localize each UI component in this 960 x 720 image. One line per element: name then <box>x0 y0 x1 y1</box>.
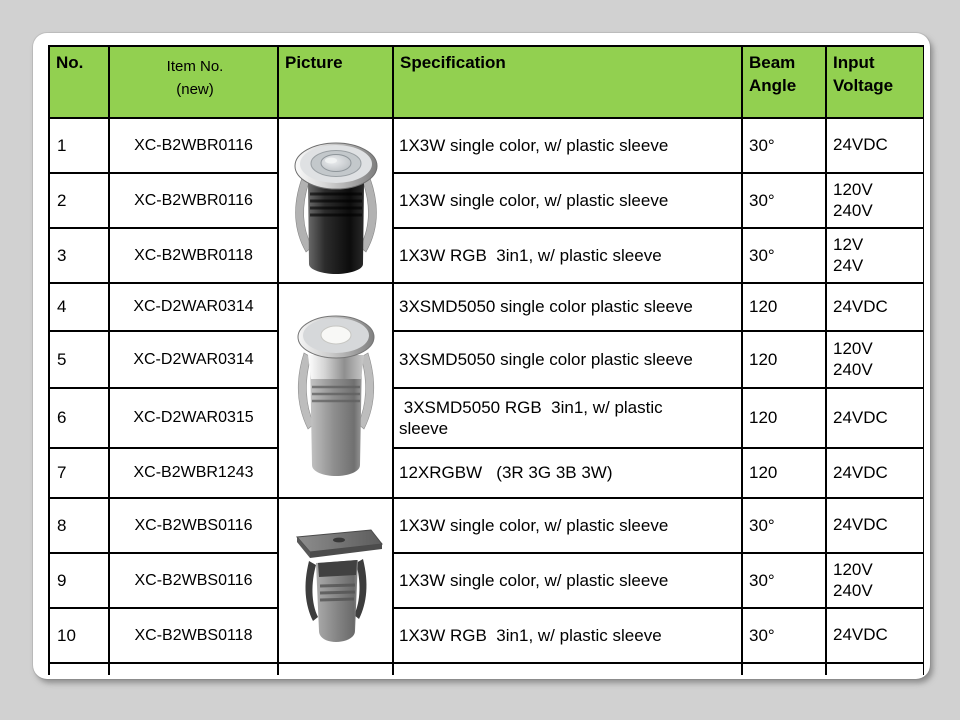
row-beam-angle: 30° <box>741 497 827 554</box>
row-input-voltage: 120V 240V <box>825 330 924 389</box>
header-beam-angle: Beam Angle <box>741 45 827 119</box>
row-beam-angle: 30° <box>741 227 827 284</box>
row-input-voltage: 24VDC <box>825 607 924 664</box>
table-container: No. Item No. (new) Picture Specification… <box>48 45 924 675</box>
table-header-row: No. Item No. (new) Picture Specification… <box>48 45 924 119</box>
header-picture: Picture <box>277 45 394 119</box>
row-item-no: XC-D2WAR0314 <box>108 282 279 332</box>
row-no: 10 <box>48 607 110 664</box>
row-no: 2 <box>48 172 110 229</box>
table-row: 10 XC-B2WBS0118 1X3W RGB 3in1, w/ plasti… <box>48 607 924 664</box>
row-beam-angle: 30° <box>741 172 827 229</box>
row-beam-angle: 30° <box>741 117 827 174</box>
row-beam-angle: 120 <box>741 282 827 332</box>
row-specification: 1X3W single color, w/ plastic sleeve <box>392 552 743 609</box>
row-no: 1 <box>48 117 110 174</box>
row-specification: 1X3W single color, w/ plastic sleeve <box>392 172 743 229</box>
row-input-voltage: 24VDC <box>825 387 924 449</box>
round-inground-light-black-body-image <box>294 142 377 274</box>
product-image-cell <box>277 117 394 284</box>
row-beam-angle: 120 <box>741 387 827 449</box>
table-row: 2 XC-B2WBR0116 1X3W single color, w/ pla… <box>48 172 924 229</box>
table-row: 8 XC-B2WBS0116 <box>48 497 924 664</box>
row-item-no: XC-B2WBR1243 <box>108 447 279 499</box>
row-specification: 1X3W RGB 3in1, w/ plastic sleeve <box>392 607 743 664</box>
table-row: 7 XC-B2WBR1243 12XRGBW (3R 3G 3B 3W) 120… <box>48 447 924 499</box>
table-row: 6 XC-D2WAR0315 3XSMD5050 RGB 3in1, w/ pl… <box>48 387 924 449</box>
product-spec-table: No. Item No. (new) Picture Specification… <box>48 45 924 675</box>
table-row: 9 XC-B2WBS0116 1X3W single color, w/ pla… <box>48 552 924 609</box>
row-item-no: XC-B2WBR0118 <box>108 227 279 284</box>
round-inground-light-silver-body-image <box>297 315 374 476</box>
product-image-cell <box>277 497 394 664</box>
row-beam-angle: 30° <box>741 552 827 609</box>
row-item-no: XC-B2WBR0116 <box>108 117 279 174</box>
product-image-cell <box>277 282 394 499</box>
row-specification: 3XSMD5050 RGB 3in1, w/ plastic sleeve <box>392 387 743 449</box>
row-item-no: XC-B2WBS0116 <box>108 497 279 554</box>
row-specification: 1X3W single color, w/ plastic sleeve <box>392 117 743 174</box>
row-no: 7 <box>48 447 110 499</box>
row-no: 8 <box>48 497 110 554</box>
row-input-voltage: 24VDC <box>825 447 924 499</box>
table-row: 3 XC-B2WBR0118 1X3W RGB 3in1, w/ plastic… <box>48 227 924 284</box>
row-specification: 1X3W single color, w/ plastic sleeve <box>392 497 743 554</box>
row-item-no: XC-B2WBS0118 <box>108 607 279 664</box>
row-input-voltage: 120V 240V <box>825 552 924 609</box>
row-specification: 12XRGBW (3R 3G 3B 3W) <box>392 447 743 499</box>
row-item-no: XC-B2WBR0116 <box>108 172 279 229</box>
row-no: 4 <box>48 282 110 332</box>
row-no: 3 <box>48 227 110 284</box>
row-input-voltage: 24VDC <box>825 282 924 332</box>
header-input-voltage: Input Voltage <box>825 45 924 119</box>
clipped-partial-row <box>48 662 924 675</box>
row-item-no: XC-B2WBS0116 <box>108 552 279 609</box>
row-no: 9 <box>48 552 110 609</box>
table-row: 5 XC-D2WAR0314 3XSMD5050 single color pl… <box>48 330 924 389</box>
row-specification: 1X3W RGB 3in1, w/ plastic sleeve <box>392 227 743 284</box>
content-card: No. Item No. (new) Picture Specification… <box>33 33 930 679</box>
row-no: 5 <box>48 330 110 389</box>
row-item-no: XC-D2WAR0314 <box>108 330 279 389</box>
header-no: No. <box>48 45 110 119</box>
row-input-voltage: 120V 240V <box>825 172 924 229</box>
square-flange-inground-light-image <box>295 529 383 642</box>
row-no: 6 <box>48 387 110 449</box>
header-specification: Specification <box>392 45 743 119</box>
row-input-voltage: 12V 24V <box>825 227 924 284</box>
row-input-voltage: 24VDC <box>825 497 924 554</box>
table-row: 4 XC-D2WAR0314 <box>48 282 924 499</box>
header-item-no: Item No. (new) <box>108 45 279 119</box>
table-row: 1 XC-B2WBR0116 <box>48 117 924 284</box>
row-specification: 3XSMD5050 single color plastic sleeve <box>392 330 743 389</box>
row-beam-angle: 30° <box>741 607 827 664</box>
row-item-no: XC-D2WAR0315 <box>108 387 279 449</box>
row-specification: 3XSMD5050 single color plastic sleeve <box>392 282 743 332</box>
row-beam-angle: 120 <box>741 330 827 389</box>
row-beam-angle: 120 <box>741 447 827 499</box>
row-input-voltage: 24VDC <box>825 117 924 174</box>
